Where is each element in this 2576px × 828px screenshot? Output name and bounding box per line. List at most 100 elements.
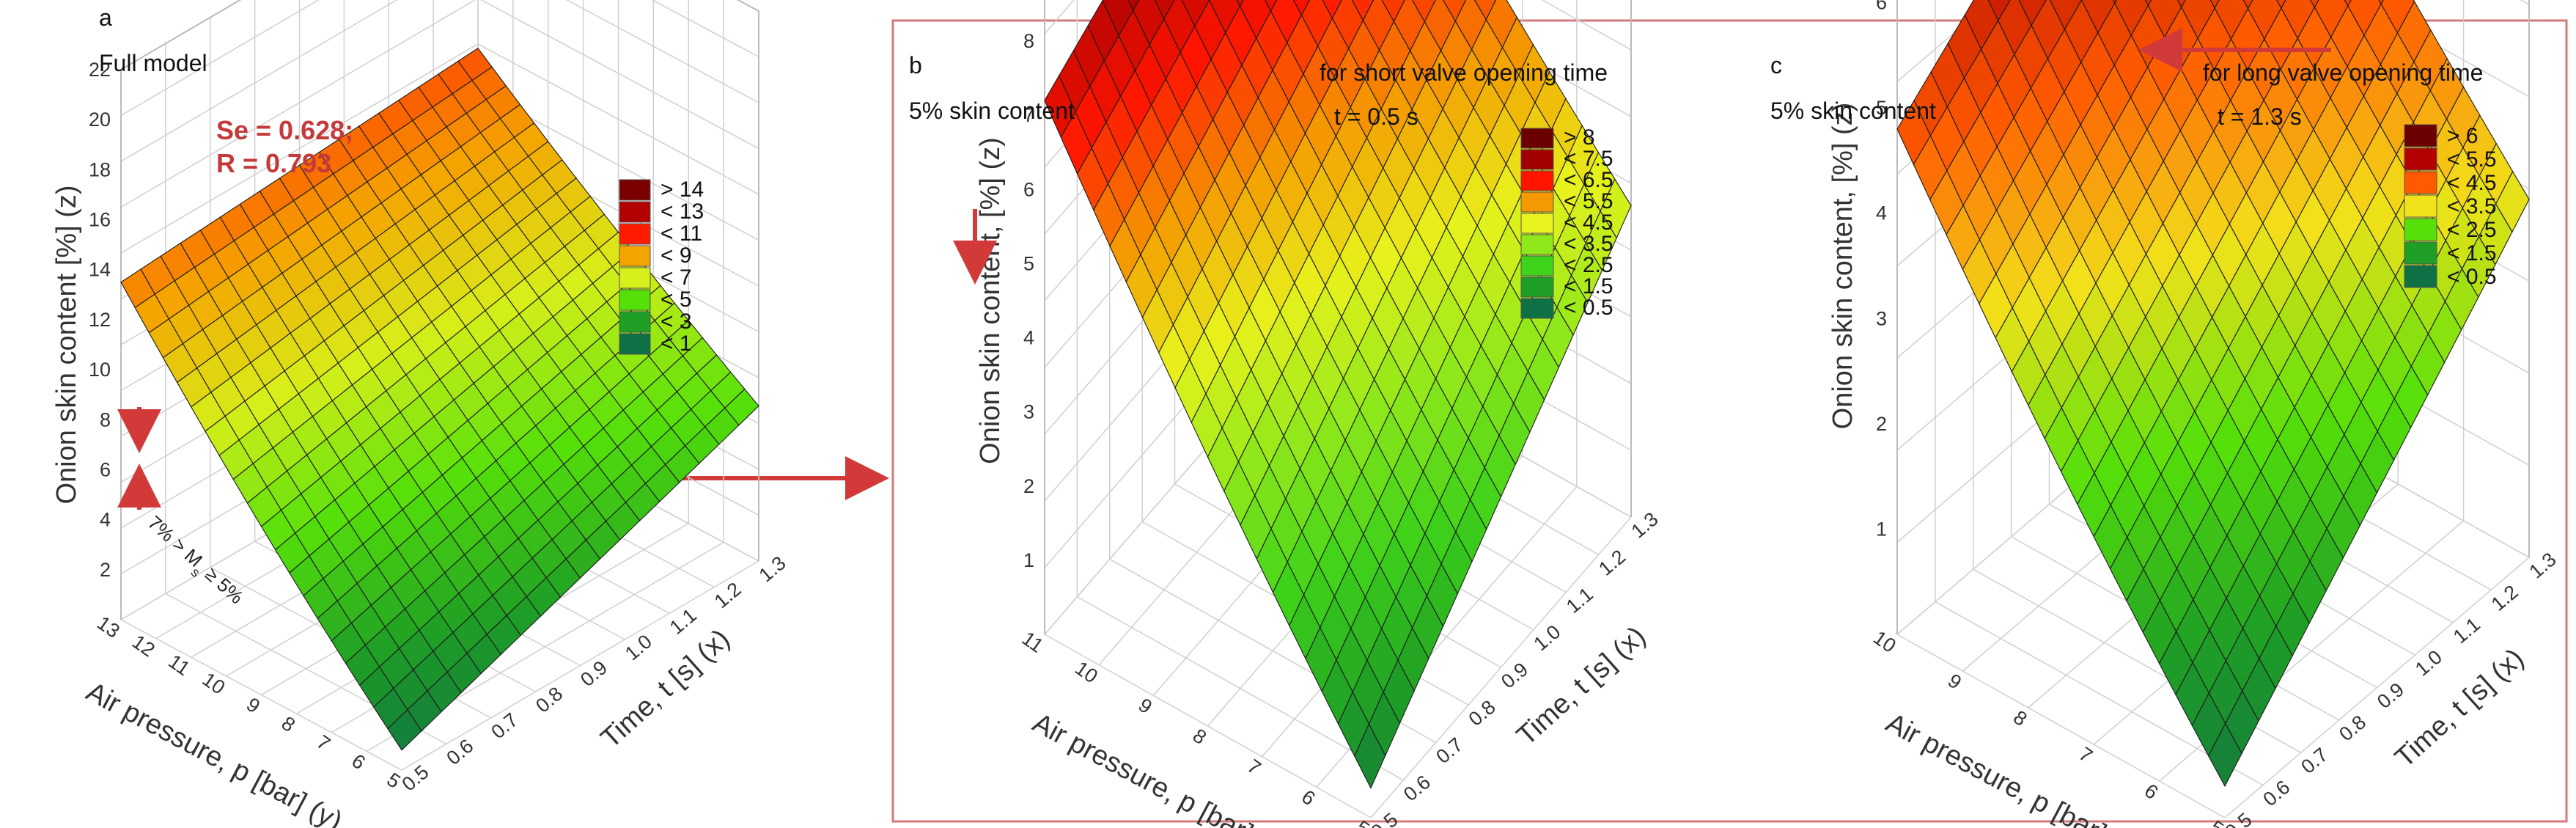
legend-swatch: [1520, 170, 1554, 191]
x-tick-label: 0.6: [1399, 771, 1435, 805]
y-tick-label: 10: [1071, 657, 1102, 688]
y-axis-label: Air pressure, p [bar] (y): [81, 676, 347, 828]
surface-cell: [1264, 0, 1278, 12]
y-tick-label: 6: [2141, 780, 2163, 804]
legend-swatch: [1520, 298, 1554, 319]
y-tick-label: 6: [1298, 785, 1320, 810]
legend-label: < 1.5: [1564, 274, 1613, 298]
grid-line: [120, 619, 402, 771]
z-tick-label: 8: [100, 408, 111, 431]
panel-letter: c: [1770, 52, 1782, 78]
legend-swatch: [2404, 241, 2437, 265]
y-tick-label: 9: [1944, 670, 1966, 694]
legend-swatch: [619, 267, 651, 289]
surface-cell: [2242, 0, 2253, 10]
surface-cell: [2310, 0, 2319, 9]
z-tick-label: 2: [100, 559, 111, 581]
z-tick-label: 14: [89, 259, 111, 281]
legend-label: < 6.5: [1564, 168, 1613, 192]
legend-label: > 8: [1564, 125, 1595, 150]
x-tick-label: 0.7: [2297, 744, 2332, 778]
legend-label: > 14: [660, 177, 704, 202]
legend-label: < 4.5: [2447, 171, 2497, 195]
x-axis-label: Time, t [s] (x): [2389, 643, 2530, 774]
legend: > 14< 13< 11< 9< 7< 5< 3< 1: [619, 177, 704, 356]
legend-label: < 1.5: [2447, 241, 2497, 265]
legend-swatch: [1520, 191, 1554, 213]
legend-label: < 2.5: [1564, 253, 1613, 277]
y-tick-label: 8: [2009, 706, 2031, 730]
z-tick-label: 1: [1876, 518, 1887, 540]
legend-label: < 2.5: [2447, 218, 2497, 242]
legend-swatch: [619, 179, 651, 201]
z-tick-label: 5: [1876, 97, 1887, 119]
y-tick-label: 12: [128, 631, 159, 662]
legend-swatch: [619, 289, 651, 311]
legend-label: < 5.5: [2447, 147, 2497, 172]
surface-cell: [2344, 0, 2352, 7]
z-tick-label: 7: [1023, 104, 1034, 126]
legend-label: < 13: [660, 199, 704, 224]
legend-swatch: [619, 201, 651, 223]
z-ticks: 123456789: [1023, 30, 1034, 571]
z-tick-label: 3: [1023, 401, 1034, 423]
legend-swatch: [2404, 194, 2437, 218]
y-tick-label: 11: [1018, 627, 1048, 657]
y-tick-label: 9: [1135, 694, 1157, 718]
z-tick-label: 3: [1876, 307, 1887, 329]
legend-swatch: [2404, 218, 2437, 241]
surface-cell: [2276, 0, 2286, 10]
indicator-arrows: [117, 28, 2331, 510]
y-tick-label: 10: [199, 668, 229, 699]
legend-swatch: [2404, 171, 2437, 194]
legend-swatch: [1520, 213, 1554, 234]
x-tick-label: 0.8: [531, 683, 567, 717]
surface-cell: [2209, 0, 2220, 10]
stat-r: R = 0.793: [216, 148, 331, 178]
x-tick-label: 1.2: [710, 578, 746, 612]
panel-b: 1234567891110987650.50.60.70.80.91.01.11…: [909, 0, 1663, 828]
legend-label: < 7: [660, 265, 692, 290]
legend-label: < 11: [660, 221, 702, 246]
z-tick-label: 18: [89, 158, 111, 180]
z-tick-label: 12: [89, 309, 111, 331]
y-tick-label: 10: [1869, 626, 1900, 657]
panel-title: Full model: [99, 50, 207, 76]
legend-label: < 3.5: [2447, 194, 2497, 219]
highlight-frame: [891, 19, 2568, 823]
x-tick-label: 1.3: [2525, 548, 2561, 582]
grid-line: [1077, 596, 1404, 781]
x-tick-label: 0.5: [1367, 808, 1402, 828]
y-tick-label: 6: [347, 750, 369, 774]
panel-extra: t = 1.3 s: [2218, 103, 2302, 130]
y-tick-label: 9: [243, 693, 265, 717]
legend-swatch: [1520, 128, 1554, 149]
panel-title: 5% skin content: [909, 98, 1075, 124]
y-tick-label: 11: [164, 651, 194, 681]
x-tick-label: 1.2: [1594, 546, 1630, 580]
x-tick-label: 1.0: [2411, 646, 2446, 681]
x-tick-label: 0.9: [2373, 678, 2408, 713]
z-tick-label: 20: [89, 109, 111, 131]
legend-swatch: [2404, 124, 2437, 147]
x-tick-label: 0.9: [576, 656, 611, 691]
legend-label: < 3.5: [1564, 232, 1613, 256]
legend: > 8< 7.5< 6.5< 5.5< 4.5< 3.5< 2.5< 1.5< …: [1520, 125, 1613, 320]
x-tick-label: 1.2: [2487, 581, 2522, 615]
x-tick-label: 1.0: [621, 630, 656, 664]
z-tick-label: 4: [100, 509, 111, 531]
y-tick-label: 7: [312, 730, 334, 755]
surface: [120, 47, 759, 751]
legend-label: < 9: [660, 243, 692, 268]
surface-cell: [2378, 0, 2384, 5]
z-tick-label: 6: [1876, 0, 1887, 14]
legend-label: < 7.5: [1564, 147, 1613, 171]
x-tick-label: 1.1: [666, 604, 701, 639]
legend-label: < 1: [660, 331, 692, 356]
annotation-range: 7% > Ms ≥ 5%: [140, 511, 248, 612]
x-tick-label: 1.1: [1562, 583, 1597, 618]
x-tick-label: 0.7: [487, 708, 522, 743]
y-tick-label: 13: [93, 612, 124, 642]
z-ticks: 2 4 6 8 10 12 14 16 18 20 22: [89, 59, 111, 581]
legend-swatch: [1520, 234, 1554, 255]
